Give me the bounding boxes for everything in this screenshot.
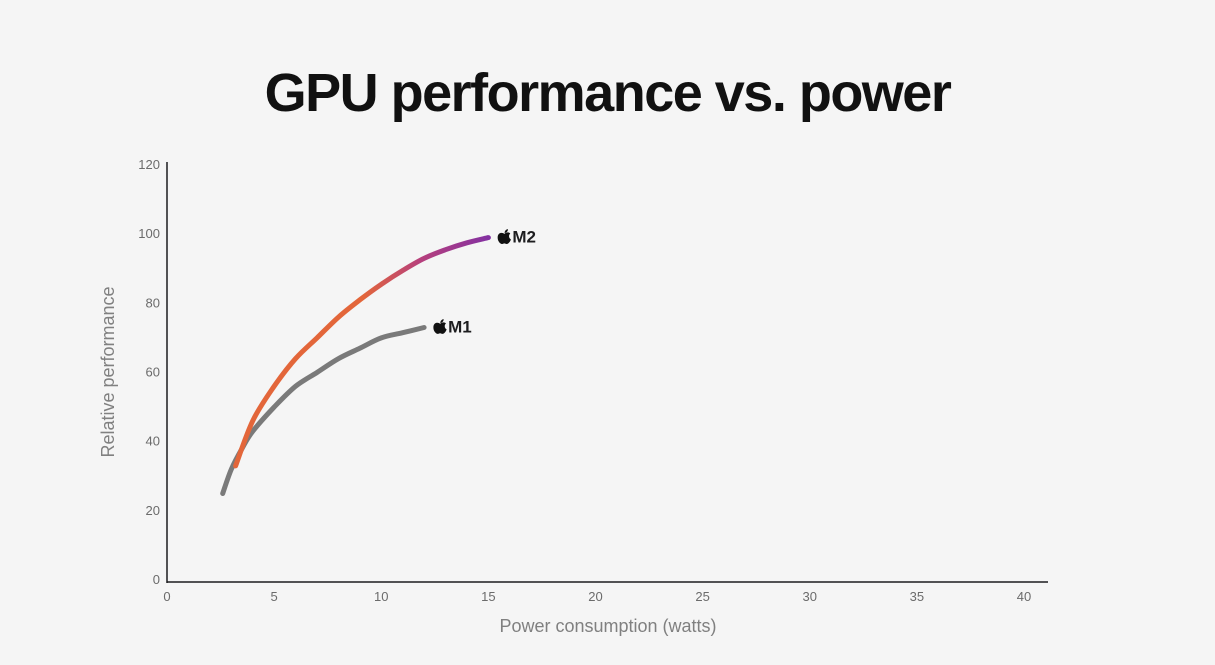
x-tick-label: 15 (481, 589, 495, 604)
x-tick-label: 25 (695, 589, 709, 604)
x-tick-label: 5 (271, 589, 278, 604)
y-tick-label: 40 (146, 434, 160, 449)
x-tick-label: 20 (588, 589, 602, 604)
series-name: M1 (448, 318, 472, 337)
x-tick-label: 40 (1017, 589, 1031, 604)
x-axis-title: Power consumption (watts) (499, 616, 716, 636)
y-tick-labels: 0 20 40 60 80 100 120 (138, 157, 160, 587)
x-tick-label: 30 (803, 589, 817, 604)
y-tick-label: 100 (138, 226, 160, 241)
y-axis-title: Relative performance (98, 286, 118, 457)
y-tick-label: 60 (146, 365, 160, 380)
series-name: M2 (512, 228, 536, 247)
x-tick-labels: 0 5 10 15 20 25 30 35 40 (163, 589, 1031, 604)
series-layer: M1 M2 (220, 228, 536, 496)
chart-title: GPU performance vs. power (264, 63, 952, 123)
y-tick-label: 20 (146, 503, 160, 518)
series-label-m2: M2 (497, 228, 536, 247)
x-tick-label: 35 (910, 589, 924, 604)
x-tick-label: 0 (163, 589, 170, 604)
apple-logo-icon (433, 319, 447, 334)
apple-logo-icon (497, 229, 511, 244)
series-label-m1: M1 (433, 318, 472, 337)
series-line-m2 (233, 235, 491, 469)
y-tick-label: 120 (138, 157, 160, 172)
x-tick-label: 10 (374, 589, 388, 604)
series-line-m1 (220, 325, 427, 496)
y-tick-label: 0 (153, 572, 160, 587)
y-tick-label: 80 (146, 295, 160, 310)
